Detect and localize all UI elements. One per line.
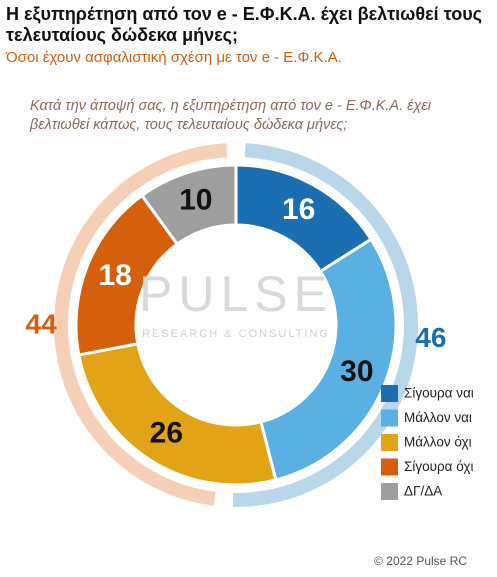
watermark-tagline: RESEARCH & CONSULTING bbox=[142, 328, 330, 340]
data-label: 26 bbox=[150, 417, 183, 450]
outer-label: 44 bbox=[26, 309, 58, 340]
legend-label: Σίγουρα ναι bbox=[404, 386, 474, 401]
legend-label: Μάλλον ναι bbox=[404, 410, 472, 425]
legend-swatch bbox=[381, 409, 398, 427]
watermark: PULSE bbox=[139, 266, 333, 322]
legend-label: Σίγουρα όχι bbox=[404, 459, 473, 474]
legend-label: Μάλλον όχι bbox=[404, 435, 472, 450]
data-label: 10 bbox=[179, 183, 212, 216]
donut-segment bbox=[259, 237, 398, 482]
legend-swatch bbox=[381, 385, 398, 402]
chart-title: Η εξυπηρέτηση από τον e - Ε.Φ.Κ.Α. έχει … bbox=[6, 4, 483, 45]
footer: © 2022 Pulse RC bbox=[374, 554, 467, 568]
data-label: 18 bbox=[98, 259, 131, 292]
data-label: 16 bbox=[282, 193, 315, 226]
data-label: 30 bbox=[340, 355, 373, 388]
legend-swatch bbox=[381, 458, 398, 476]
legend-swatch bbox=[381, 483, 398, 500]
donut-segment bbox=[139, 163, 238, 247]
legend-label: ΔΓ/ΔΑ bbox=[404, 484, 442, 499]
legend-swatch bbox=[381, 434, 398, 451]
outer-label: 46 bbox=[415, 322, 446, 353]
donut-segment bbox=[77, 341, 278, 487]
chart-subtitle: Όσοι έχουν ασφαλιστική σχέση με τον e - … bbox=[6, 49, 342, 66]
question: Κατά την άποψή σας, η εξυπηρέτηση από το… bbox=[30, 98, 432, 133]
